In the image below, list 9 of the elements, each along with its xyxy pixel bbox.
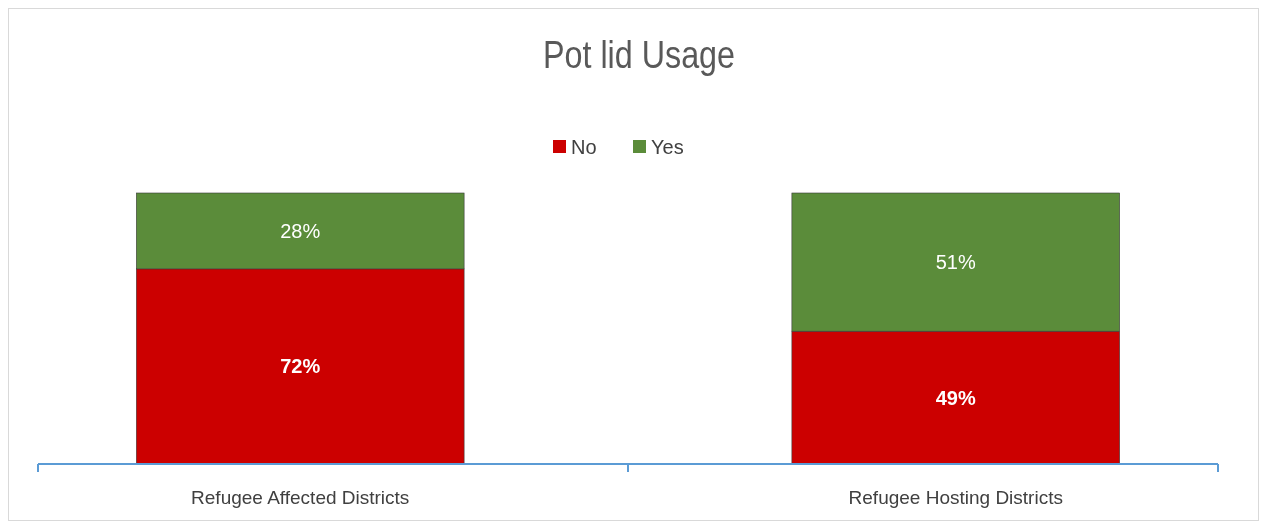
legend-label: No [571, 136, 597, 158]
x-tick-label: Refugee Hosting Districts [848, 486, 1063, 508]
data-label: 72% [280, 355, 321, 378]
legend-label: Yes [651, 136, 684, 158]
data-label: 28% [280, 219, 321, 242]
chart-title: Pot lid Usage [542, 33, 736, 76]
data-label: 49% [935, 386, 977, 409]
x-tick-label: Refugee Affected Districts [191, 486, 410, 508]
data-label: 51% [935, 251, 977, 274]
